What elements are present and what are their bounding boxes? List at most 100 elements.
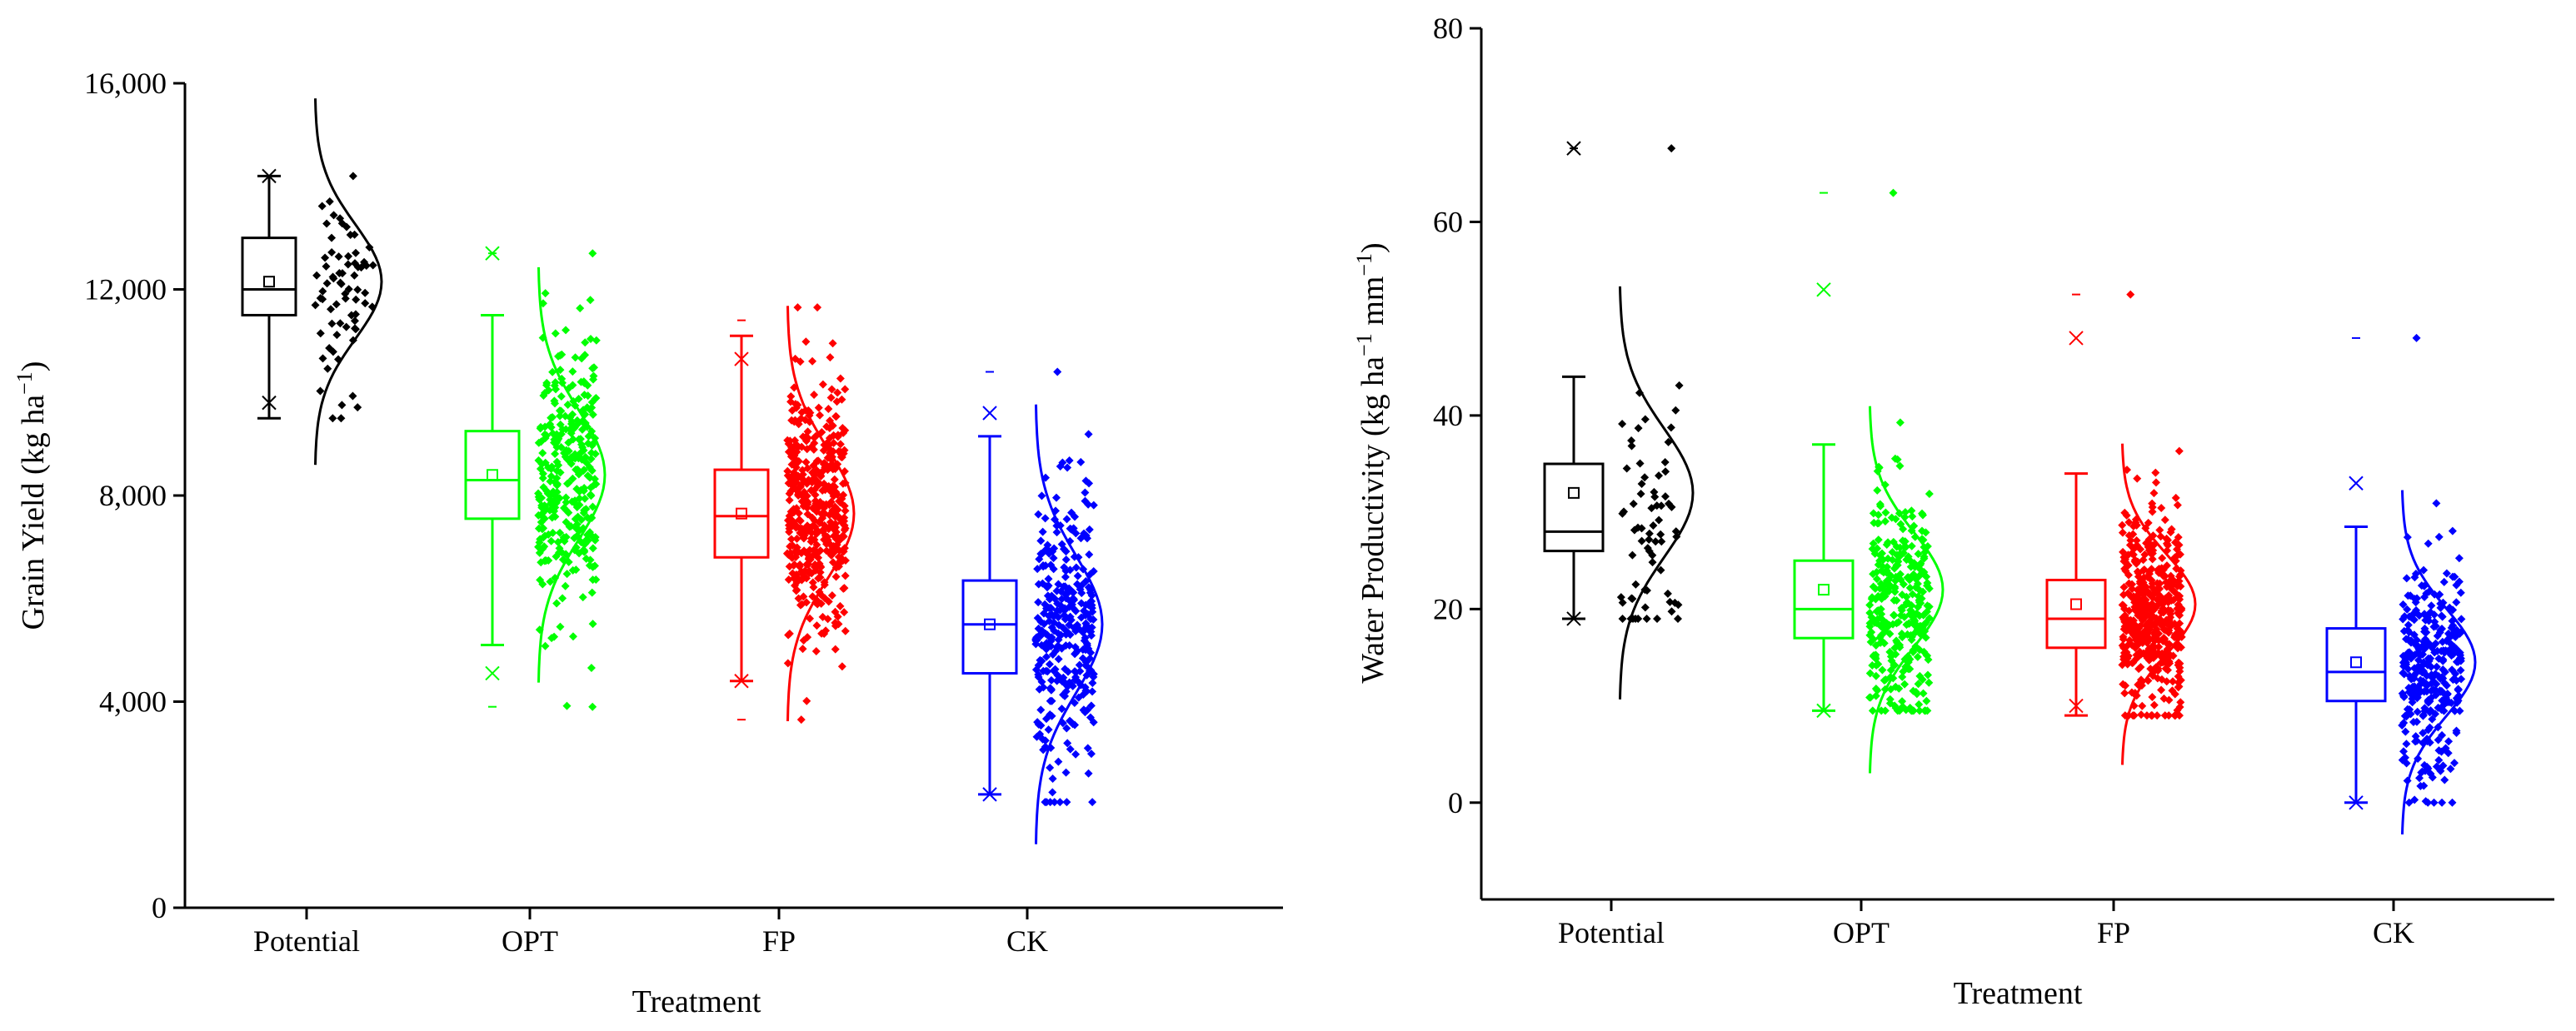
series-potential [241, 98, 383, 466]
data-point [547, 465, 556, 474]
data-point [1067, 587, 1076, 596]
data-point [547, 423, 556, 432]
data-point [2119, 632, 2128, 641]
data-point [2433, 646, 2442, 655]
data-point [1655, 516, 1664, 525]
data-point [1865, 608, 1875, 617]
data-point [1871, 640, 1880, 650]
data-point [334, 252, 343, 261]
data-point [1052, 676, 1061, 685]
data-point [1067, 595, 1076, 604]
data-point [2434, 755, 2444, 765]
data-point [2420, 610, 2429, 620]
box [1793, 559, 1855, 640]
data-point [2120, 508, 2129, 517]
data-point [1891, 576, 1900, 585]
data-point [2151, 468, 2160, 477]
data-point [2126, 290, 2135, 299]
data-point [350, 324, 359, 333]
data-point [1890, 610, 1899, 620]
data-point [1035, 685, 1044, 694]
data-point [1081, 488, 1090, 497]
data-point [2432, 662, 2441, 671]
data-point [820, 520, 829, 530]
data-point [1062, 724, 1071, 733]
data-point [321, 253, 330, 262]
data-point [2428, 715, 2437, 724]
data-point [323, 364, 332, 373]
data-point [583, 381, 592, 390]
data-point [554, 351, 563, 361]
data-point [2436, 625, 2445, 635]
data-point [572, 416, 582, 425]
data-point [327, 305, 336, 314]
data-point [817, 629, 826, 638]
data-point [1650, 487, 1659, 496]
data-point [568, 565, 577, 575]
data-point [1076, 613, 1086, 622]
x-tick-label-potential: Potential [253, 924, 360, 958]
data-point [562, 506, 571, 515]
data-point [1089, 501, 1098, 510]
data-point [352, 295, 361, 304]
data-point [810, 433, 819, 442]
box [2325, 627, 2387, 703]
x-tick-label-ck: CK [1006, 924, 1048, 958]
data-point [831, 607, 840, 616]
data-point [538, 474, 547, 483]
data-point [831, 512, 840, 521]
data-point [834, 431, 843, 441]
data-point [1059, 673, 1068, 682]
data-point [1061, 572, 1070, 581]
data-point [1062, 515, 1071, 524]
data-point [1033, 718, 1042, 727]
series-opt [464, 246, 607, 711]
data-point [1044, 575, 1053, 584]
data-point [1049, 565, 1058, 574]
data-point [840, 516, 849, 525]
data-point [803, 464, 812, 473]
data-point [1085, 479, 1094, 488]
data-point [540, 501, 549, 511]
data-point [1089, 567, 1098, 576]
data-point [353, 285, 362, 294]
data-point [1071, 720, 1080, 730]
y-axis-title-close: ) [16, 361, 51, 372]
data-point [2138, 701, 2147, 710]
data-point [587, 491, 596, 501]
data-point [1042, 640, 1051, 650]
data-point [2434, 735, 2443, 745]
data-point [583, 471, 592, 481]
data-point [786, 535, 796, 544]
data-point [1885, 695, 1895, 704]
data-point [798, 575, 807, 584]
data-point [1649, 521, 1658, 530]
data-point [811, 499, 821, 508]
water-productivity-panel: 0 20 40 60 80 Potential OPT FP CK Treatment Wat… [1352, 12, 2554, 1011]
data-point [1089, 615, 1098, 625]
data-point [573, 512, 582, 521]
data-point [325, 197, 334, 206]
data-point [1913, 580, 1922, 589]
data-point [2404, 628, 2414, 637]
data-point [818, 612, 827, 621]
data-point [318, 286, 327, 296]
mean-marker [2070, 598, 2082, 610]
data-point [350, 271, 359, 280]
data-point [2175, 703, 2184, 712]
data-point [797, 600, 806, 609]
data-point [1071, 512, 1080, 521]
data-point [1047, 696, 1056, 705]
data-point [1663, 589, 1672, 598]
data-point [556, 420, 565, 429]
data-point [1661, 467, 1670, 476]
data-point [789, 448, 798, 457]
data-point [784, 575, 793, 585]
data-point [546, 495, 555, 504]
data-point [568, 632, 577, 641]
data-point [552, 599, 562, 608]
data-point [1925, 584, 1934, 593]
data-point [2119, 590, 2128, 600]
data-point [557, 443, 566, 452]
box [2045, 578, 2107, 650]
